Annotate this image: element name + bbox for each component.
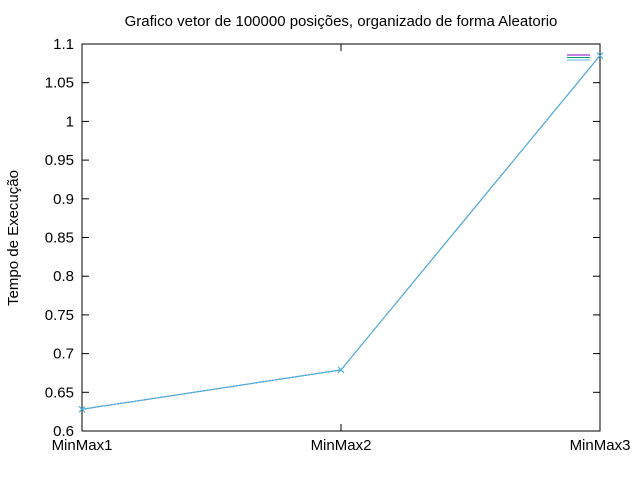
y-tick-label: 0.7 <box>53 346 74 363</box>
y-tick-label: 0.6 <box>53 423 74 440</box>
axis-tick-labels: 0.6 0.65 0.7 0.75 0.8 0.85 0.9 0.95 1 1.05 1.1 MinM… <box>45 36 631 454</box>
x-tick-label: MinMax3 <box>570 437 631 454</box>
x-tick-label: MinMax2 <box>311 437 372 454</box>
series-line <box>81 55 601 410</box>
y-tick-label: 1.05 <box>45 75 74 92</box>
y-tick-label: 1.1 <box>53 36 74 53</box>
data-point <box>596 52 604 59</box>
x-tick-label: MinMax1 <box>52 437 113 454</box>
legend <box>567 54 590 61</box>
series-line <box>81 55 601 410</box>
axis-ticks <box>81 43 601 432</box>
data-point <box>78 405 86 413</box>
series-line <box>81 55 601 410</box>
y-axis-label: Tempo de Execução <box>5 170 22 306</box>
series-layer <box>78 52 604 413</box>
y-tick-label: 0.85 <box>45 230 74 247</box>
y-tick-label: 0.65 <box>45 384 74 401</box>
y-tick-label: 0.75 <box>45 307 74 324</box>
data-point <box>337 366 345 374</box>
y-tick-label: 1 <box>66 113 74 130</box>
y-tick-label: 0.9 <box>53 191 74 208</box>
chart-title: Grafico vetor de 100000 posições, organi… <box>125 13 558 30</box>
y-tick-label: 0.8 <box>53 268 74 285</box>
plot-frame <box>81 43 601 432</box>
y-tick-label: 0.95 <box>45 152 74 169</box>
